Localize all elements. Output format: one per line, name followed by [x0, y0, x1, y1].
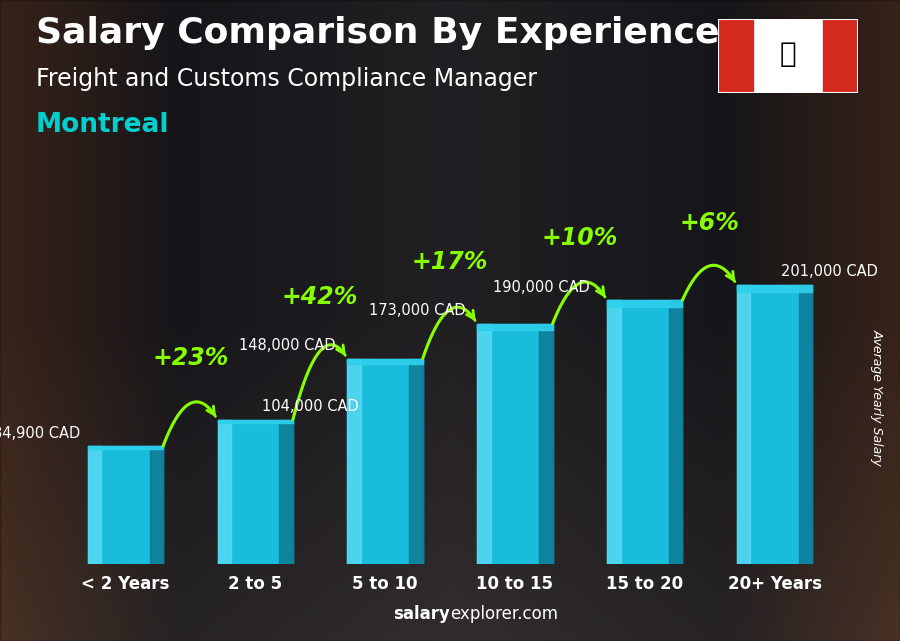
Bar [737, 285, 751, 564]
Bar [477, 324, 553, 564]
Text: 84,900 CAD: 84,900 CAD [0, 426, 80, 440]
Bar [608, 300, 682, 307]
Text: 190,000 CAD: 190,000 CAD [493, 279, 590, 295]
Bar [347, 358, 423, 363]
Text: Salary Comparison By Experience: Salary Comparison By Experience [36, 16, 719, 50]
Bar [737, 285, 812, 564]
Bar [218, 420, 292, 423]
Bar [669, 300, 682, 564]
Bar [798, 285, 812, 564]
Bar [149, 446, 163, 564]
Bar [88, 446, 163, 449]
Bar [608, 300, 682, 564]
Bar [477, 324, 553, 330]
Text: Freight and Customs Compliance Manager: Freight and Customs Compliance Manager [36, 67, 537, 91]
Text: salary: salary [393, 605, 450, 623]
Bar [279, 420, 292, 564]
Bar [823, 19, 858, 93]
Bar [608, 300, 621, 564]
Text: +10%: +10% [542, 226, 618, 250]
Bar [539, 324, 553, 564]
Text: +42%: +42% [282, 285, 358, 308]
Bar [410, 358, 423, 564]
Bar [218, 420, 231, 564]
Bar [477, 324, 490, 564]
Text: explorer.com: explorer.com [450, 605, 558, 623]
Text: Average Yearly Salary: Average Yearly Salary [871, 329, 884, 466]
Text: 173,000 CAD: 173,000 CAD [369, 303, 465, 319]
Text: 🍁: 🍁 [779, 40, 796, 68]
Bar [88, 446, 163, 564]
Bar [88, 446, 102, 564]
Text: 201,000 CAD: 201,000 CAD [781, 264, 878, 279]
Bar [347, 358, 361, 564]
Text: 104,000 CAD: 104,000 CAD [262, 399, 358, 414]
Bar [347, 358, 423, 564]
Text: Montreal: Montreal [36, 112, 169, 138]
Text: +17%: +17% [412, 250, 488, 274]
Bar [737, 285, 812, 292]
Text: +6%: +6% [680, 211, 740, 235]
Bar [718, 19, 753, 93]
Bar [218, 420, 292, 564]
Text: 148,000 CAD: 148,000 CAD [239, 338, 336, 353]
Text: +23%: +23% [152, 345, 229, 370]
